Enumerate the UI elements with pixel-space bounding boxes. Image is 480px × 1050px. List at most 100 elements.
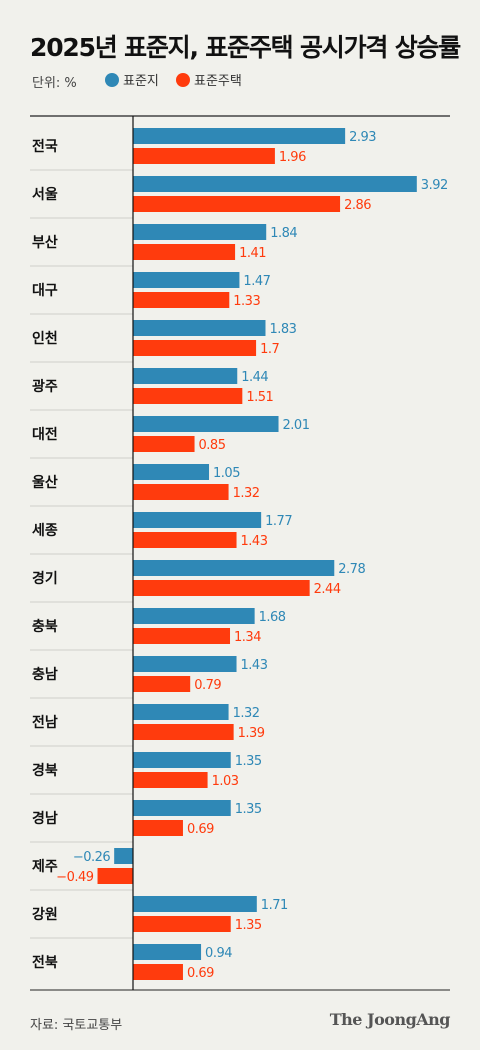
data-label: 0.69	[187, 966, 214, 981]
data-label: 1.05	[213, 466, 240, 481]
source-note: 자료: 국토교통부	[30, 1018, 123, 1033]
data-label: 1.35	[235, 754, 262, 769]
data-label: 0.69	[187, 822, 214, 837]
bar-standard-land	[133, 656, 237, 672]
data-label: 1.44	[241, 370, 268, 385]
data-label: 0.79	[194, 678, 221, 693]
bar-standard-land	[133, 704, 229, 720]
bar-standard-land	[133, 560, 335, 576]
bar-standard-land	[133, 176, 417, 192]
data-label: 1.77	[265, 514, 292, 529]
data-label: 0.94	[205, 946, 232, 961]
unit-label: 단위: %	[32, 76, 77, 91]
category-label: 광주	[32, 378, 58, 395]
data-label: 1.32	[233, 486, 260, 501]
data-label: −0.26	[73, 850, 111, 865]
bar-standard-land	[133, 224, 267, 240]
data-label: 1.43	[241, 534, 268, 549]
bar-standard-house	[133, 820, 183, 836]
data-label: 1.33	[233, 294, 260, 309]
category-label: 강원	[32, 906, 58, 923]
data-label: 1.39	[238, 726, 265, 741]
category-label: 세종	[32, 523, 58, 539]
data-label: 1.32	[233, 706, 260, 721]
legend-item-standard-house: 표준주택	[176, 70, 242, 89]
bar-standard-house	[133, 916, 231, 932]
bar-standard-land	[133, 320, 266, 336]
data-label: 2.44	[314, 582, 341, 597]
bar-standard-house	[133, 724, 234, 740]
data-label: 1.83	[269, 322, 296, 337]
bar-standard-house	[133, 388, 243, 404]
data-label: 1.03	[212, 774, 239, 789]
legend-swatch-standard-house	[176, 72, 190, 87]
data-label: 1.51	[246, 390, 273, 405]
data-label: 1.68	[259, 610, 286, 625]
bar-standard-house	[133, 628, 231, 644]
category-label: 서울	[32, 186, 58, 203]
bar-standard-land	[114, 848, 133, 864]
category-label: 부산	[32, 234, 58, 251]
bar-standard-land	[133, 896, 257, 912]
category-label: 전국	[32, 138, 58, 155]
data-label: 1.34	[234, 630, 261, 645]
data-label: 1.41	[239, 246, 266, 261]
bar-standard-land	[133, 464, 210, 480]
legend-item-standard-land: 표준지	[105, 70, 159, 89]
bar-standard-house	[133, 292, 230, 308]
category-label: 충남	[32, 666, 58, 683]
bar-standard-house	[133, 196, 341, 212]
category-label: 전남	[32, 714, 58, 731]
legend-label-standard-land: 표준지	[123, 74, 159, 89]
category-label: 대전	[32, 426, 58, 443]
bar-standard-house	[133, 148, 275, 164]
data-label: 2.93	[349, 130, 376, 145]
category-label: 전북	[32, 954, 58, 971]
bar-standard-house	[133, 244, 236, 260]
bar-standard-land	[133, 608, 255, 624]
bar-standard-house	[133, 340, 257, 356]
data-label: 1.71	[261, 898, 288, 913]
data-label: 1.47	[243, 274, 270, 289]
bar-standard-house	[133, 676, 191, 692]
bar-standard-land	[133, 512, 262, 528]
legend-label-standard-house: 표준주택	[194, 74, 242, 89]
brand-logo: The JoongAng	[329, 1010, 451, 1029]
data-label: 1.7	[260, 342, 279, 357]
bar-standard-land	[133, 800, 231, 816]
bar-standard-land	[133, 752, 231, 768]
data-label: −0.49	[56, 870, 94, 885]
data-label: 3.92	[421, 178, 448, 193]
chart-title: 2025년 표준지, 표준주택 공시가격 상승률	[30, 33, 461, 62]
bar-standard-land	[133, 944, 202, 960]
category-label: 대구	[32, 283, 58, 299]
bar-standard-house	[133, 580, 310, 596]
category-label: 경기	[32, 570, 58, 587]
bar-standard-land	[133, 128, 346, 144]
data-label: 2.78	[338, 562, 365, 577]
category-label: 충북	[32, 619, 58, 635]
bar-standard-land	[133, 416, 279, 432]
category-label: 인천	[32, 330, 58, 347]
bar-standard-land	[133, 272, 240, 288]
data-label: 1.35	[235, 918, 262, 933]
bar-standard-house	[133, 484, 229, 500]
category-label: 경남	[32, 810, 58, 827]
data-label: 1.84	[270, 226, 297, 241]
data-label: 1.35	[235, 802, 262, 817]
data-label: 2.86	[344, 198, 371, 213]
data-label: 2.01	[283, 418, 310, 433]
data-label: 1.43	[241, 658, 268, 673]
bar-standard-house	[133, 436, 195, 452]
data-label: 1.96	[279, 150, 306, 165]
legend-swatch-standard-land	[105, 72, 119, 87]
data-label: 0.85	[199, 438, 226, 453]
bar-standard-land	[133, 368, 238, 384]
bar-standard-house	[97, 868, 133, 884]
bar-standard-house	[133, 772, 208, 788]
bar-standard-house	[133, 964, 183, 980]
category-label: 경북	[32, 762, 58, 779]
category-label: 울산	[32, 474, 58, 491]
bar-standard-house	[133, 532, 237, 548]
